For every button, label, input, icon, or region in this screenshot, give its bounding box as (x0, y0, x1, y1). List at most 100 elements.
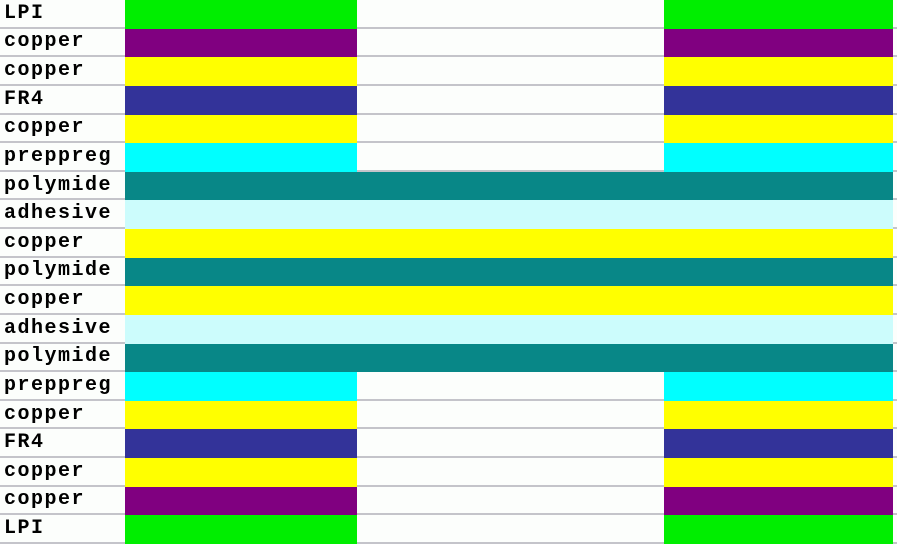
right-margin (893, 143, 897, 172)
layer-label: adhesive (0, 315, 125, 344)
layer-bar (125, 515, 357, 544)
layer-label: preppreg (0, 143, 125, 172)
right-margin (893, 286, 897, 315)
layer-gap (357, 458, 664, 487)
layer-bar (125, 143, 357, 172)
layer-bar (125, 458, 357, 487)
layer-gap (357, 57, 664, 86)
layer-label: copper (0, 29, 125, 58)
layer-label: LPI (0, 0, 125, 29)
layer-gap (357, 115, 664, 144)
right-margin (893, 429, 897, 458)
layer-row[interactable]: copper (0, 57, 897, 86)
layer-label: adhesive (0, 200, 125, 229)
layer-bar (664, 515, 893, 544)
layer-label: copper (0, 57, 125, 86)
layer-bar (125, 429, 357, 458)
layer-row[interactable]: copper (0, 286, 897, 315)
right-margin (893, 401, 897, 430)
layer-bar (125, 343, 893, 373)
layer-gap (357, 487, 664, 516)
layer-label: polymide (0, 344, 125, 373)
right-margin (893, 57, 897, 86)
layer-gap (357, 29, 664, 58)
layer-bar (664, 57, 893, 86)
layer-gap (357, 401, 664, 430)
layer-bar (125, 57, 357, 86)
layer-bar (125, 114, 357, 144)
right-margin (893, 0, 897, 29)
layer-bar (664, 486, 893, 516)
layer-row[interactable]: FR4 (0, 85, 897, 115)
layer-bar (664, 85, 893, 115)
layer-bar (664, 0, 893, 29)
layer-row[interactable]: copper (0, 458, 897, 487)
layer-row[interactable]: copper (0, 400, 897, 430)
layer-row[interactable]: adhesive (0, 200, 897, 229)
layer-bar (125, 486, 357, 516)
layer-label: copper (0, 401, 125, 430)
layer-bar (125, 200, 893, 229)
layer-label: FR4 (0, 429, 125, 458)
right-margin (893, 115, 897, 144)
layer-label: copper (0, 487, 125, 516)
layer-row[interactable]: preppreg (0, 143, 897, 172)
right-margin (893, 458, 897, 487)
layer-row[interactable]: polymide (0, 171, 897, 201)
right-margin (893, 258, 897, 287)
layer-row[interactable]: polymide (0, 343, 897, 373)
layer-bar (125, 400, 357, 430)
layer-row[interactable]: copper (0, 28, 897, 58)
right-margin (893, 86, 897, 115)
layer-bar (125, 171, 893, 201)
layer-bar (125, 85, 357, 115)
layer-bar (125, 286, 893, 315)
layer-row[interactable]: copper (0, 486, 897, 516)
layer-bar (125, 314, 893, 344)
layer-bar (664, 400, 893, 430)
layer-gap (357, 0, 664, 29)
layer-bar (125, 229, 893, 258)
layer-row[interactable]: copper (0, 229, 897, 258)
layer-row[interactable]: LPI (0, 0, 897, 29)
layer-label: preppreg (0, 372, 125, 401)
layer-bar (664, 28, 893, 58)
layer-label: copper (0, 229, 125, 258)
layer-bar (664, 114, 893, 144)
right-margin (893, 372, 897, 401)
right-margin (893, 515, 897, 544)
layer-bar (125, 0, 357, 29)
layer-bar (664, 429, 893, 458)
layer-gap (357, 515, 664, 544)
layer-bar (125, 372, 357, 401)
layer-label: copper (0, 458, 125, 487)
layer-gap (357, 143, 664, 172)
right-margin (893, 344, 897, 373)
layer-row[interactable]: copper (0, 114, 897, 144)
layer-row[interactable]: polymide (0, 257, 897, 287)
layer-gap (357, 86, 664, 115)
right-margin (893, 200, 897, 229)
layer-bar (664, 458, 893, 487)
right-margin (893, 229, 897, 258)
right-margin (893, 172, 897, 201)
layer-gap (357, 429, 664, 458)
layer-bar (125, 257, 893, 287)
layer-gap (357, 372, 664, 401)
layer-bar (125, 28, 357, 58)
layer-row[interactable]: preppreg (0, 372, 897, 401)
layer-row[interactable]: FR4 (0, 429, 897, 458)
right-margin (893, 29, 897, 58)
layer-bar (664, 143, 893, 172)
layer-label: FR4 (0, 86, 125, 115)
layer-label: copper (0, 115, 125, 144)
right-margin (893, 487, 897, 516)
layer-label: LPI (0, 515, 125, 544)
layer-label: polymide (0, 258, 125, 287)
layer-label: copper (0, 286, 125, 315)
layer-bar (664, 372, 893, 401)
layer-row[interactable]: LPI (0, 515, 897, 544)
layer-row[interactable]: adhesive (0, 314, 897, 344)
right-margin (893, 315, 897, 344)
